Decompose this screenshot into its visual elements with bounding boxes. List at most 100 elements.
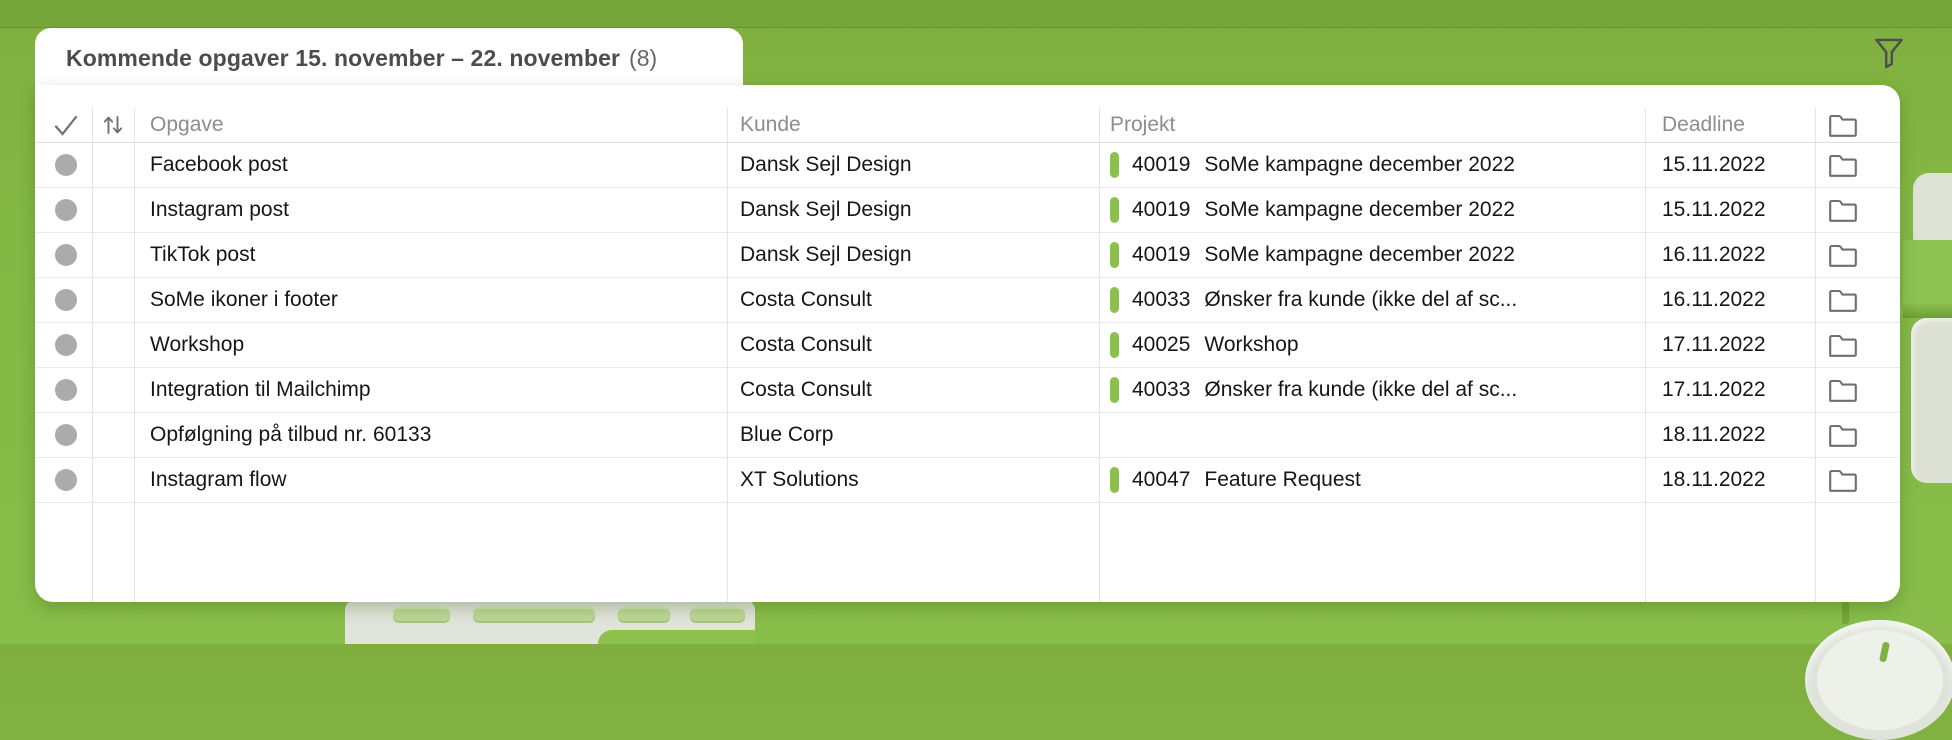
project-cell[interactable]: 40033 Ønsker fra kunde (ikke del af sc..… (1099, 287, 1645, 313)
task-name[interactable]: Opfølgning på tilbud nr. 60133 (150, 423, 432, 446)
filter-funnel-icon (1874, 37, 1904, 70)
clock-stem-illustration (1842, 598, 1849, 624)
deadline-date[interactable]: 17.11.2022 (1662, 378, 1766, 401)
clock-hand (1878, 641, 1891, 663)
project-color-pill (1110, 152, 1119, 178)
background-shape-right-top (1913, 173, 1952, 247)
table-header-row: Opgave Kunde Projekt Deadline (35, 108, 1900, 143)
project-name: Workshop (1204, 333, 1299, 356)
column-header-deadline[interactable]: Deadline (1662, 113, 1745, 136)
task-status-cell[interactable] (35, 244, 92, 266)
status-circle (54, 244, 77, 266)
task-status-cell[interactable] (35, 334, 92, 356)
table-row[interactable]: Integration til Mailchimp Costa Consult … (35, 368, 1900, 413)
task-status-cell[interactable] (35, 154, 92, 176)
table-row[interactable]: Facebook post Dansk Sejl Design 40019 So… (35, 143, 1900, 188)
customer-name[interactable]: Blue Corp (740, 423, 834, 446)
deadline-date[interactable]: 16.11.2022 (1662, 288, 1766, 311)
project-number: 40019 (1132, 243, 1191, 266)
folder-icon (1827, 152, 1859, 179)
table-row[interactable]: SoMe ikoner i footer Costa Consult 40033… (35, 278, 1900, 323)
project-cell[interactable]: 40047 Feature Request (1099, 467, 1645, 493)
open-folder-cell[interactable] (1815, 242, 1900, 269)
background-top-band (0, 0, 1952, 28)
deadline-date[interactable]: 16.11.2022 (1662, 243, 1766, 266)
task-name[interactable]: Instagram flow (150, 468, 287, 491)
customer-name[interactable]: XT Solutions (740, 468, 859, 491)
table-row[interactable]: Opfølgning på tilbud nr. 60133 Blue Corp… (35, 413, 1900, 458)
customer-name[interactable]: Costa Consult (740, 333, 872, 356)
customer-name[interactable]: Dansk Sejl Design (740, 153, 912, 176)
column-header-kunde[interactable]: Kunde (740, 113, 801, 136)
column-header-folder[interactable] (1815, 112, 1900, 139)
keyboard-key (473, 607, 595, 621)
project-number: 40019 (1132, 198, 1191, 221)
project-cell[interactable]: 40025 Workshop (1099, 332, 1645, 358)
table-row[interactable]: Instagram flow XT Solutions 40047 Featur… (35, 458, 1900, 503)
customer-name[interactable]: Costa Consult (740, 378, 872, 401)
project-cell[interactable]: 40019 SoMe kampagne december 2022 (1099, 152, 1645, 178)
task-status-cell[interactable] (35, 424, 92, 446)
open-folder-cell[interactable] (1815, 332, 1900, 359)
task-name[interactable]: SoMe ikoner i footer (150, 288, 338, 311)
column-divider (1099, 108, 1100, 602)
task-name[interactable]: Instagram post (150, 198, 289, 221)
column-divider (92, 108, 93, 602)
project-color-pill (1110, 287, 1119, 313)
task-name[interactable]: Workshop (150, 333, 245, 356)
customer-name[interactable]: Costa Consult (740, 288, 872, 311)
column-divider (1645, 108, 1646, 602)
table-body: Facebook post Dansk Sejl Design 40019 So… (35, 143, 1900, 503)
table-row[interactable]: Workshop Costa Consult 40025 Workshop 17… (35, 323, 1900, 368)
open-folder-cell[interactable] (1815, 422, 1900, 449)
keyboard-key (393, 607, 450, 621)
task-status-cell[interactable] (35, 379, 92, 401)
open-folder-cell[interactable] (1815, 377, 1900, 404)
task-name[interactable]: TikTok post (150, 243, 256, 266)
table-row[interactable]: TikTok post Dansk Sejl Design 40019 SoMe… (35, 233, 1900, 278)
folder-icon (1827, 242, 1859, 269)
select-all-header[interactable] (35, 114, 92, 137)
clock-face (1817, 630, 1943, 730)
check-icon (53, 114, 79, 137)
filter-button[interactable] (1872, 34, 1906, 72)
folder-icon (1827, 422, 1859, 449)
status-circle (54, 469, 77, 491)
status-circle (54, 334, 77, 356)
column-header-projekt[interactable]: Projekt (1110, 113, 1176, 136)
deadline-date[interactable]: 18.11.2022 (1662, 423, 1766, 446)
customer-name[interactable]: Dansk Sejl Design (740, 198, 912, 221)
status-circle (54, 424, 77, 446)
project-cell[interactable]: 40019 SoMe kampagne december 2022 (1099, 197, 1645, 223)
status-circle (54, 199, 77, 221)
deadline-date[interactable]: 15.11.2022 (1662, 153, 1766, 176)
project-color-pill (1110, 377, 1119, 403)
column-header-opgave[interactable]: Opgave (150, 113, 224, 136)
keyboard-key (690, 607, 745, 621)
status-circle (54, 154, 77, 176)
task-status-cell[interactable] (35, 289, 92, 311)
background-shape-right-band (1903, 240, 1952, 318)
deadline-date[interactable]: 18.11.2022 (1662, 468, 1766, 491)
project-color-pill (1110, 197, 1119, 223)
background-clock-illustration (1805, 620, 1952, 740)
project-cell[interactable]: 40019 SoMe kampagne december 2022 (1099, 242, 1645, 268)
open-folder-cell[interactable] (1815, 287, 1900, 314)
background-shape-right-bottom (1911, 318, 1952, 483)
task-name[interactable]: Integration til Mailchimp (150, 378, 371, 401)
open-folder-cell[interactable] (1815, 197, 1900, 224)
customer-name[interactable]: Dansk Sejl Design (740, 243, 912, 266)
task-name[interactable]: Facebook post (150, 153, 288, 176)
deadline-date[interactable]: 17.11.2022 (1662, 333, 1766, 356)
task-status-cell[interactable] (35, 199, 92, 221)
open-folder-cell[interactable] (1815, 467, 1900, 494)
deadline-date[interactable]: 15.11.2022 (1662, 198, 1766, 221)
background-keyboard-illustration (345, 600, 755, 644)
open-folder-cell[interactable] (1815, 152, 1900, 179)
status-circle (54, 379, 77, 401)
sort-header[interactable] (92, 114, 134, 136)
project-cell[interactable]: 40033 Ønsker fra kunde (ikke del af sc..… (1099, 377, 1645, 403)
table-row[interactable]: Instagram post Dansk Sejl Design 40019 S… (35, 188, 1900, 233)
column-divider (1815, 108, 1816, 602)
task-status-cell[interactable] (35, 469, 92, 491)
